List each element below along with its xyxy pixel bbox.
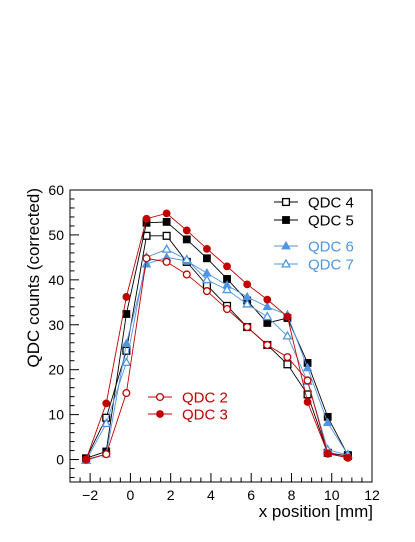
series-line <box>85 212 348 460</box>
legend-label: QDC 4 <box>308 195 354 212</box>
y-tick-label: 20 <box>48 362 64 378</box>
legend-marker <box>280 258 292 268</box>
x-tick-label: 0 <box>127 487 135 503</box>
data-point <box>102 450 111 459</box>
data-point <box>142 254 151 263</box>
series-line <box>85 248 348 461</box>
legend-marker <box>281 240 291 250</box>
axes-layer: −2 0 2 4 6 8 10 12 0 10 20 30 40 50 60 <box>48 182 380 503</box>
data-point <box>262 301 273 311</box>
y-tick-label: 60 <box>48 182 64 198</box>
x-tick-label: 8 <box>288 487 296 503</box>
data-point <box>262 311 273 321</box>
data-point <box>121 338 132 347</box>
legend-label: QDC 2 <box>182 390 228 407</box>
data-point <box>121 357 132 367</box>
x-tick-label: 4 <box>207 487 215 503</box>
data-point <box>161 243 172 253</box>
x-axis-label: x position [mm] <box>259 502 373 521</box>
data-point <box>242 298 253 308</box>
data-point <box>203 244 211 253</box>
legend-entry-qdc-2: QDC 2 <box>148 390 228 407</box>
data-point <box>323 449 332 458</box>
data-point <box>202 287 211 296</box>
y-tick-label: 30 <box>48 317 64 333</box>
data-point <box>222 284 233 294</box>
data-point <box>82 455 91 464</box>
data-point <box>162 231 171 240</box>
x-tick-label: 2 <box>167 487 175 503</box>
series-qdc-3 <box>82 209 352 464</box>
data-point <box>282 330 293 340</box>
data-point <box>101 418 112 428</box>
data-point <box>283 360 292 369</box>
data-point <box>181 254 192 264</box>
x-tick-label: 12 <box>364 487 380 503</box>
series-layer <box>81 209 353 464</box>
y-tick-label: 0 <box>56 452 64 468</box>
data-point <box>343 453 352 462</box>
data-point <box>122 389 131 398</box>
data-point <box>283 353 292 362</box>
x-tick-label: 6 <box>247 487 255 503</box>
y-tick-label: 40 <box>48 272 64 288</box>
legend-marker <box>282 216 290 224</box>
data-point <box>283 312 292 321</box>
legend-label: QDC 7 <box>308 257 354 274</box>
data-point <box>122 293 131 301</box>
legend-entry-qdc-4: QDC 4 <box>274 195 354 212</box>
data-point <box>223 262 231 271</box>
series-qdc-2 <box>82 254 352 464</box>
data-point <box>182 270 191 279</box>
legend-entry-qdc-6: QDC 6 <box>274 239 354 256</box>
data-point <box>203 254 211 263</box>
data-point <box>182 226 191 235</box>
series-line <box>85 257 348 460</box>
data-point <box>122 346 131 355</box>
data-point <box>263 319 272 327</box>
legend-entry-qdc-3: QDC 3 <box>148 407 228 424</box>
data-point <box>162 217 171 226</box>
data-point <box>243 322 252 332</box>
data-point <box>263 295 272 304</box>
series-line <box>85 256 349 461</box>
legend-entry-qdc-5: QDC 5 <box>274 213 354 230</box>
x-tick-label: 10 <box>324 487 340 503</box>
legend-label: QDC 6 <box>308 239 354 256</box>
data-point <box>302 362 313 372</box>
data-point <box>243 280 252 289</box>
data-point <box>222 304 232 314</box>
legend-marker <box>156 410 164 418</box>
data-point <box>162 257 171 266</box>
data-point <box>263 340 272 350</box>
legend-marker <box>155 392 165 402</box>
data-point <box>201 274 212 284</box>
legend-label: QDC 3 <box>182 407 228 424</box>
data-point <box>102 399 111 408</box>
y-tick-label: 10 <box>48 407 64 423</box>
data-point <box>303 376 312 385</box>
data-point <box>162 209 171 218</box>
data-point <box>142 214 151 223</box>
y-tick-label: 50 <box>48 227 64 243</box>
legend-marker <box>281 197 291 207</box>
legend-entry-qdc-7: QDC 7 <box>274 257 354 274</box>
data-point <box>142 231 151 240</box>
legend-label: QDC 5 <box>308 213 354 230</box>
x-tick-label: −2 <box>82 487 98 503</box>
data-point <box>322 417 333 427</box>
data-point <box>303 398 312 406</box>
y-axis-label: QDC counts (corrected) <box>24 188 43 368</box>
data-point <box>182 235 191 244</box>
